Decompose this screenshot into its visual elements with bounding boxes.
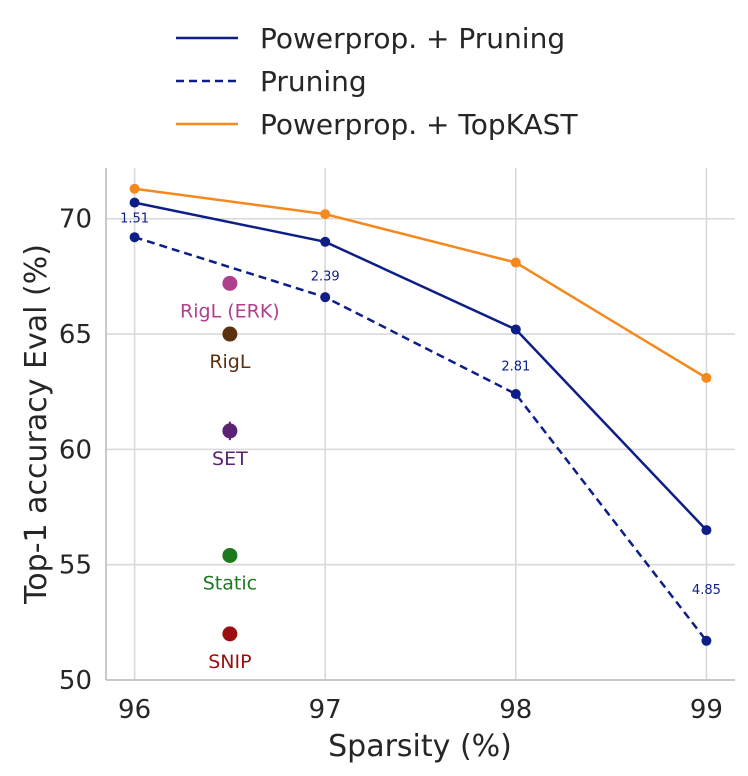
y-tick-label-55: 55 bbox=[59, 551, 92, 581]
annotation-4-85: 4.85 bbox=[692, 583, 721, 598]
annotations: 1.51 2.39 2.81 4.85 bbox=[120, 212, 721, 598]
series-line-pruning bbox=[134, 235, 708, 642]
baseline-label-rigl: RigL bbox=[209, 351, 251, 373]
x-axis-label: Sparsity (%) bbox=[328, 729, 512, 764]
series-point-powerprop-topkast-99 bbox=[701, 372, 712, 383]
baseline-label-static: Static bbox=[203, 572, 257, 594]
baseline-points: RigL (ERK) RigL SET Static SNIP bbox=[180, 275, 280, 673]
baseline-label-rigl-erk: RigL (ERK) bbox=[180, 300, 280, 322]
series-point-pruning-98 bbox=[510, 389, 521, 400]
baseline-point-rigl bbox=[222, 326, 238, 342]
legend: Powerprop. + Pruning Pruning Powerprop. … bbox=[176, 22, 578, 141]
series-line-powerprop-pruning bbox=[134, 201, 708, 531]
series-point-pruning-96 bbox=[129, 232, 140, 243]
x-tick-label-97: 97 bbox=[309, 695, 342, 725]
y-tick-label-70: 70 bbox=[59, 205, 92, 235]
y-tick-label-65: 65 bbox=[59, 320, 92, 350]
series-point-powerprop-topkast-98 bbox=[510, 257, 521, 268]
y-tick-label-50: 50 bbox=[59, 666, 92, 696]
y-axis-label: Top-1 accuracy Eval (%) bbox=[19, 244, 54, 605]
annotation-2-81: 2.81 bbox=[501, 359, 530, 374]
baseline-point-static bbox=[222, 547, 238, 563]
series-point-pruning-97 bbox=[320, 292, 331, 303]
series-point-powerprop-pruning-98 bbox=[510, 324, 521, 335]
baseline-point-rigl-erk bbox=[222, 275, 238, 291]
baseline-point-set bbox=[222, 423, 238, 439]
baseline-point-snip bbox=[222, 626, 238, 642]
axes-spines bbox=[105, 168, 735, 681]
x-tick-label-99: 99 bbox=[690, 695, 723, 725]
annotation-1-51: 1.51 bbox=[120, 212, 149, 227]
baseline-label-set: SET bbox=[212, 448, 248, 470]
series-point-powerprop-topkast-96 bbox=[129, 183, 140, 194]
series-point-powerprop-pruning-97 bbox=[320, 236, 331, 247]
series-point-powerprop-pruning-99 bbox=[701, 525, 712, 536]
y-tick-label-60: 60 bbox=[59, 435, 92, 465]
grid bbox=[106, 168, 735, 681]
series-group bbox=[129, 183, 712, 646]
x-tick-label-96: 96 bbox=[118, 695, 151, 725]
series-point-powerprop-topkast-97 bbox=[320, 209, 331, 220]
annotation-2-39: 2.39 bbox=[311, 269, 340, 284]
series-point-powerprop-pruning-96 bbox=[129, 197, 140, 208]
tick-labels: 96 97 98 99 50 55 60 65 70 bbox=[59, 205, 723, 725]
legend-label-powerprop-topkast: Powerprop. + TopKAST bbox=[260, 108, 578, 141]
series-line-powerprop-topkast bbox=[134, 187, 708, 379]
series-point-pruning-99 bbox=[701, 635, 712, 646]
baseline-label-snip: SNIP bbox=[208, 651, 251, 673]
legend-label-pruning: Pruning bbox=[260, 65, 367, 98]
x-tick-label-98: 98 bbox=[499, 695, 532, 725]
legend-label-powerprop-pruning: Powerprop. + Pruning bbox=[260, 22, 565, 55]
